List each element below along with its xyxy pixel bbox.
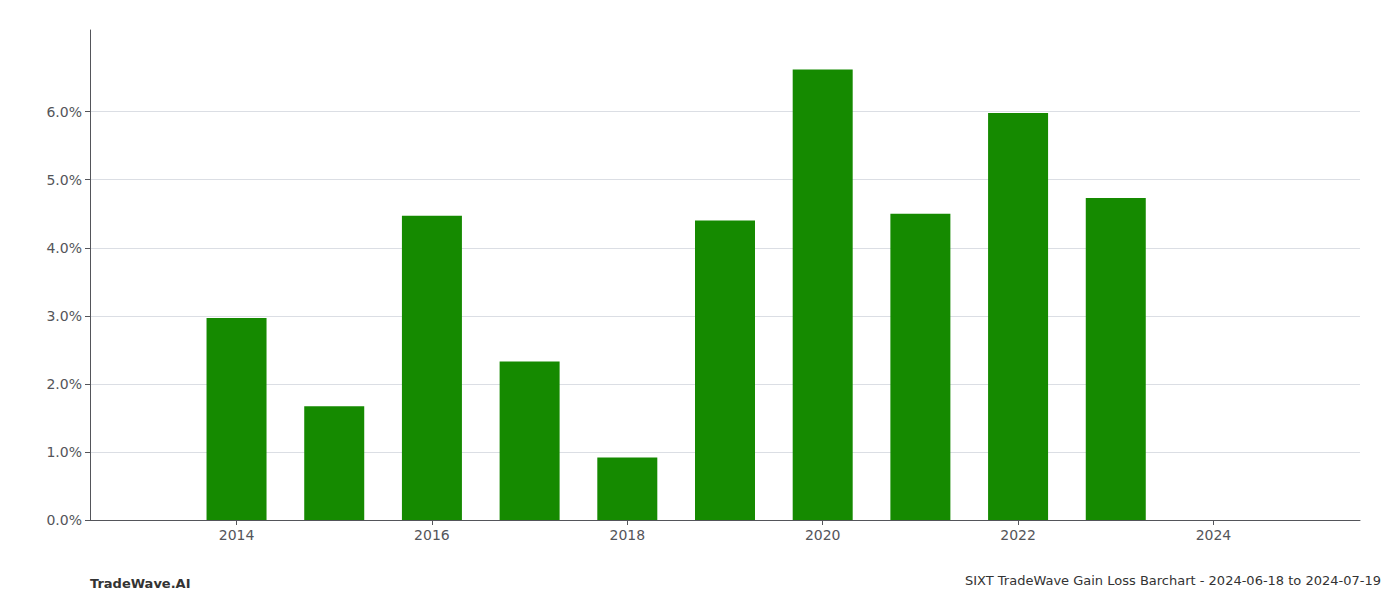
svg-text:6.0%: 6.0% [46, 104, 82, 120]
svg-text:2024: 2024 [1196, 527, 1232, 543]
svg-text:2020: 2020 [805, 527, 841, 543]
svg-text:1.0%: 1.0% [46, 444, 82, 460]
svg-text:TradeWave.AI: TradeWave.AI [90, 576, 191, 591]
svg-text:4.0%: 4.0% [46, 240, 82, 256]
svg-text:5.0%: 5.0% [46, 172, 82, 188]
svg-text:2018: 2018 [609, 527, 645, 543]
svg-text:2014: 2014 [219, 527, 255, 543]
svg-text:2022: 2022 [1000, 527, 1036, 543]
svg-text:3.0%: 3.0% [46, 308, 82, 324]
svg-text:2.0%: 2.0% [46, 376, 82, 392]
svg-text:0.0%: 0.0% [46, 512, 82, 528]
svg-text:SIXT TradeWave Gain Loss Barch: SIXT TradeWave Gain Loss Barchart - 2024… [965, 573, 1381, 588]
svg-text:2016: 2016 [414, 527, 450, 543]
